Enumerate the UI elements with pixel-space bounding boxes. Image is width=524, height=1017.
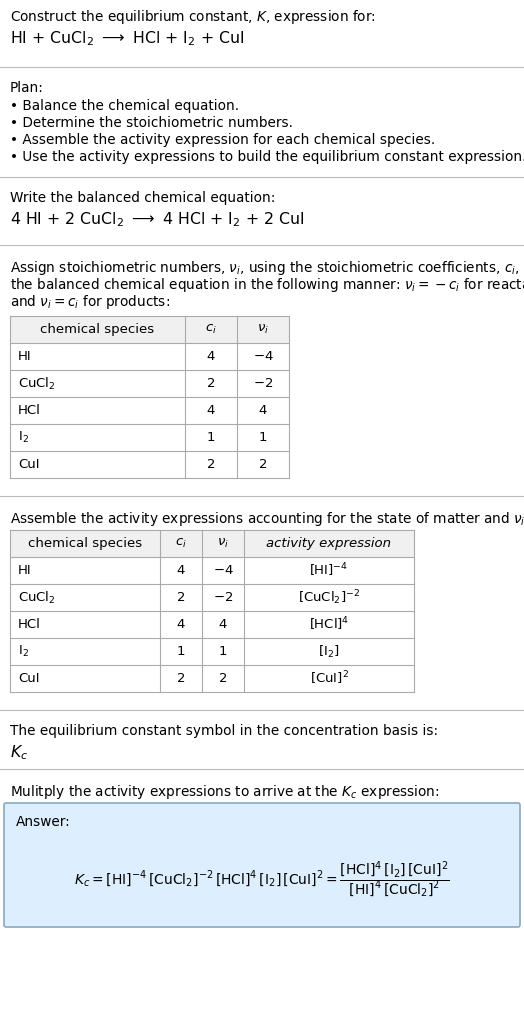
Text: $K_c = [\mathrm{HI}]^{-4}\,[\mathrm{CuCl_2}]^{-2}\,[\mathrm{HCl}]^4\,[\mathrm{I_: $K_c = [\mathrm{HI}]^{-4}\,[\mathrm{CuCl… — [74, 859, 450, 900]
Text: $-$4: $-$4 — [213, 564, 233, 577]
Text: Mulitply the activity expressions to arrive at the $K_c$ expression:: Mulitply the activity expressions to arr… — [10, 783, 440, 801]
Text: [I$_2$]: [I$_2$] — [318, 644, 340, 660]
Bar — [10, 316, 289, 343]
Text: $K_c$: $K_c$ — [10, 743, 28, 762]
Text: CuI: CuI — [18, 458, 39, 471]
Text: [CuI]$^2$: [CuI]$^2$ — [310, 670, 348, 687]
FancyBboxPatch shape — [4, 803, 520, 928]
Text: 4: 4 — [207, 350, 215, 363]
Text: 2: 2 — [207, 377, 215, 390]
Text: 1: 1 — [177, 645, 185, 658]
Text: CuCl$_2$: CuCl$_2$ — [18, 375, 56, 392]
Text: 2: 2 — [177, 672, 185, 685]
Text: [HCl]$^4$: [HCl]$^4$ — [309, 615, 349, 634]
Text: • Determine the stoichiometric numbers.: • Determine the stoichiometric numbers. — [10, 116, 293, 130]
Text: the balanced chemical equation in the following manner: $\nu_i = -c_i$ for react: the balanced chemical equation in the fo… — [10, 276, 524, 294]
Text: 4: 4 — [207, 404, 215, 417]
Text: I$_2$: I$_2$ — [18, 430, 29, 445]
Text: $-$4: $-$4 — [253, 350, 274, 363]
Text: 2: 2 — [259, 458, 267, 471]
Text: $\nu_i$: $\nu_i$ — [257, 323, 269, 336]
Text: HI: HI — [18, 350, 31, 363]
Text: HCl: HCl — [18, 618, 41, 631]
Text: 2: 2 — [177, 591, 185, 604]
Text: [HI]$^{-4}$: [HI]$^{-4}$ — [310, 561, 348, 580]
Text: HI: HI — [18, 564, 31, 577]
Text: HI + CuCl$_2$ $\longrightarrow$ HCl + I$_2$ + CuI: HI + CuCl$_2$ $\longrightarrow$ HCl + I$… — [10, 29, 244, 48]
Text: I$_2$: I$_2$ — [18, 644, 29, 659]
Text: 4 HI + 2 CuCl$_2$ $\longrightarrow$ 4 HCl + I$_2$ + 2 CuI: 4 HI + 2 CuCl$_2$ $\longrightarrow$ 4 HC… — [10, 210, 304, 229]
Text: CuCl$_2$: CuCl$_2$ — [18, 590, 56, 605]
Text: chemical species: chemical species — [28, 537, 142, 550]
Text: • Assemble the activity expression for each chemical species.: • Assemble the activity expression for e… — [10, 133, 435, 147]
Text: 2: 2 — [207, 458, 215, 471]
Text: Assemble the activity expressions accounting for the state of matter and $\nu_i$: Assemble the activity expressions accoun… — [10, 510, 524, 528]
Text: Plan:: Plan: — [10, 81, 44, 95]
Text: Write the balanced chemical equation:: Write the balanced chemical equation: — [10, 191, 276, 205]
Text: activity expression: activity expression — [267, 537, 391, 550]
Text: • Balance the chemical equation.: • Balance the chemical equation. — [10, 99, 239, 113]
Text: 4: 4 — [259, 404, 267, 417]
Bar — [10, 530, 414, 692]
Text: 4: 4 — [177, 618, 185, 631]
Text: $c_i$: $c_i$ — [205, 323, 217, 336]
Text: and $\nu_i = c_i$ for products:: and $\nu_i = c_i$ for products: — [10, 293, 170, 311]
Text: [CuCl$_2$]$^{-2}$: [CuCl$_2$]$^{-2}$ — [298, 588, 360, 607]
Text: 4: 4 — [177, 564, 185, 577]
Bar — [10, 316, 289, 478]
Text: 1: 1 — [219, 645, 227, 658]
Text: Answer:: Answer: — [16, 815, 71, 829]
Text: CuI: CuI — [18, 672, 39, 685]
Text: Assign stoichiometric numbers, $\nu_i$, using the stoichiometric coefficients, $: Assign stoichiometric numbers, $\nu_i$, … — [10, 259, 524, 277]
Text: The equilibrium constant symbol in the concentration basis is:: The equilibrium constant symbol in the c… — [10, 724, 438, 738]
Text: 1: 1 — [259, 431, 267, 444]
Text: 4: 4 — [219, 618, 227, 631]
Text: • Use the activity expressions to build the equilibrium constant expression.: • Use the activity expressions to build … — [10, 149, 524, 164]
Bar — [10, 530, 414, 557]
Text: $c_i$: $c_i$ — [175, 537, 187, 550]
Text: $-$2: $-$2 — [253, 377, 273, 390]
Text: chemical species: chemical species — [40, 323, 155, 336]
Text: Construct the equilibrium constant, $K$, expression for:: Construct the equilibrium constant, $K$,… — [10, 8, 376, 26]
Text: 2: 2 — [219, 672, 227, 685]
Text: $\nu_i$: $\nu_i$ — [217, 537, 229, 550]
Text: HCl: HCl — [18, 404, 41, 417]
Text: 1: 1 — [207, 431, 215, 444]
Text: $-$2: $-$2 — [213, 591, 233, 604]
